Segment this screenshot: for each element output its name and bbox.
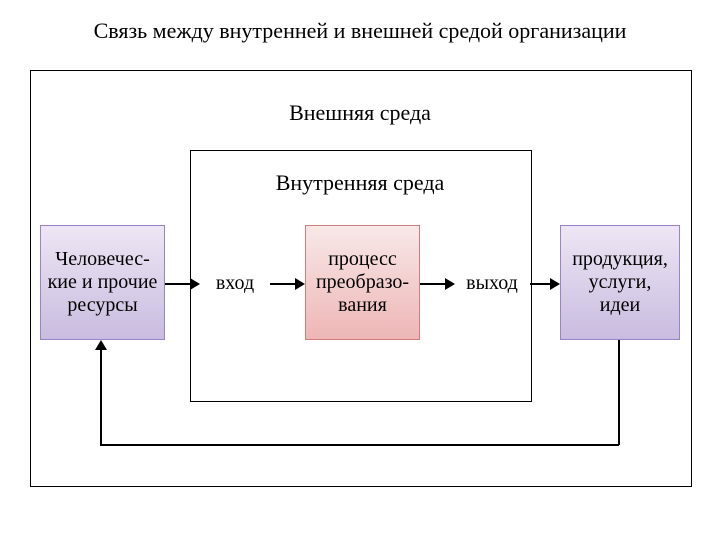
arrow-resources-input-head bbox=[190, 278, 200, 290]
outer-environment-label: Внешняя среда bbox=[30, 100, 690, 126]
feedback-line-up bbox=[100, 350, 102, 445]
node-process-text: процесспреобразо-вания bbox=[316, 248, 409, 317]
feedback-line-horizontal bbox=[100, 444, 619, 446]
node-resources: Человечес-кие и прочиересурсы bbox=[40, 225, 165, 340]
node-input-text: вход bbox=[216, 272, 254, 295]
feedback-line-down bbox=[618, 340, 620, 445]
feedback-arrow-head bbox=[95, 340, 107, 350]
arrow-output-products bbox=[530, 283, 550, 285]
diagram-canvas: Связь между внутренней и внешней средой … bbox=[0, 0, 720, 540]
node-output-text: выход bbox=[466, 272, 518, 295]
inner-environment-label: Внутренняя среда bbox=[190, 170, 530, 196]
diagram-title: Связь между внутренней и внешней средой … bbox=[0, 18, 720, 44]
node-process: процесспреобразо-вания bbox=[305, 225, 420, 340]
node-resources-text: Человечес-кие и прочиересурсы bbox=[48, 248, 158, 317]
arrow-input-process-head bbox=[295, 278, 305, 290]
arrow-input-process bbox=[270, 283, 295, 285]
node-products: продукция,услуги,идеи bbox=[560, 225, 680, 340]
arrow-resources-input bbox=[165, 283, 190, 285]
node-input: вход bbox=[200, 268, 270, 298]
arrow-output-products-head bbox=[550, 278, 560, 290]
node-products-text: продукция,услуги,идеи bbox=[572, 248, 668, 317]
arrow-process-output bbox=[420, 283, 445, 285]
node-output: выход bbox=[452, 268, 532, 298]
